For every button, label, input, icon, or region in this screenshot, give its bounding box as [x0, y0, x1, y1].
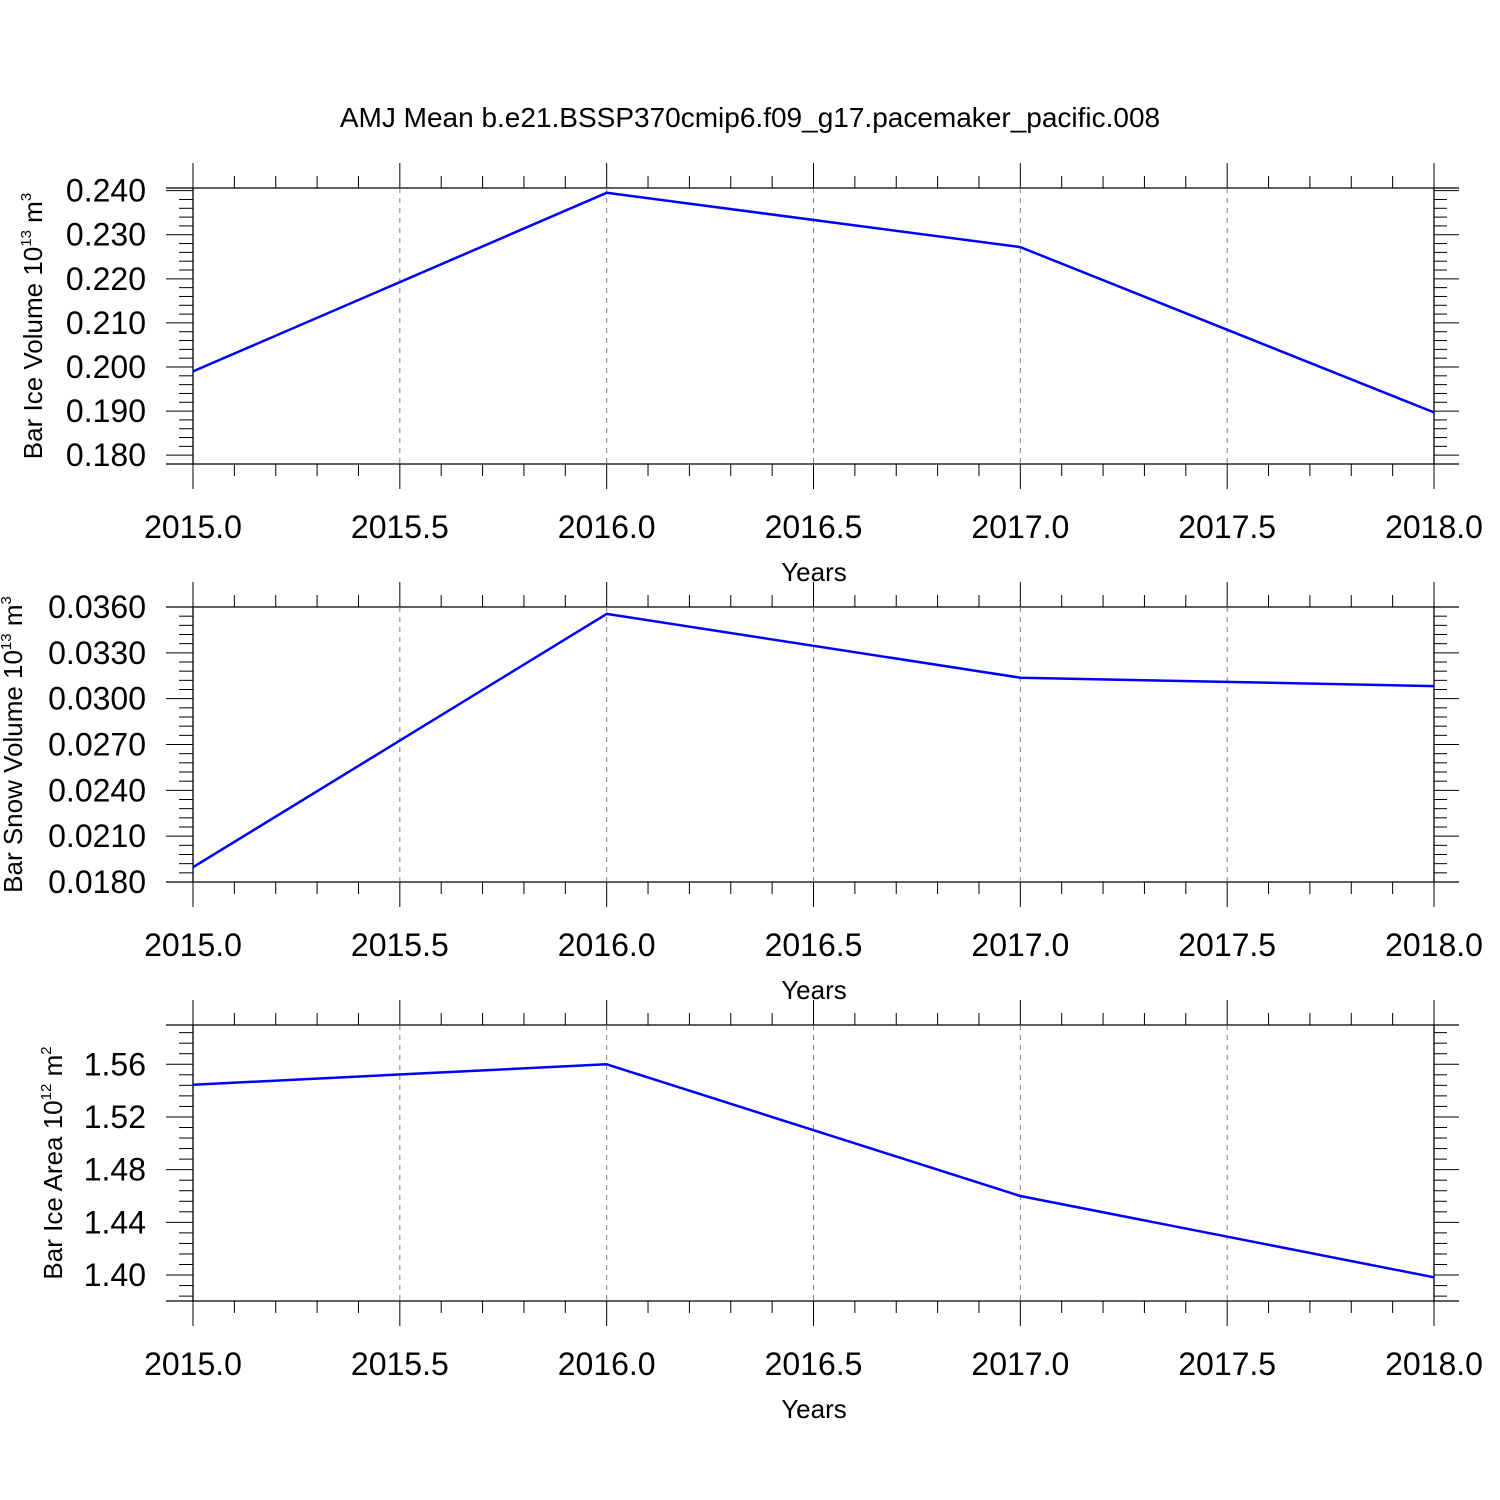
x-tick-label: 2017.0 [971, 1346, 1069, 1382]
x-tick-label: 2018.0 [1385, 927, 1483, 963]
y-tick-label: 1.48 [84, 1152, 146, 1188]
y-axis-title-text: Bar Ice Area 10 [38, 1100, 68, 1279]
x-tick-label: 2015.0 [144, 1346, 242, 1382]
y-tick-label: 0.0330 [48, 635, 146, 671]
y-axis-title-text: Bar Snow Volume 10 [0, 650, 28, 893]
y-axis-title-exponent: 13 [0, 633, 15, 650]
y-axis-title-unit-exponent: 3 [18, 193, 35, 201]
y-tick-label: 1.56 [84, 1046, 146, 1082]
x-tick-label: 2018.0 [1385, 1346, 1483, 1382]
x-tick-label: 2015.5 [351, 509, 449, 545]
y-tick-label: 0.230 [66, 217, 146, 253]
y-tick-label: 0.220 [66, 261, 146, 297]
y-axis-title: Bar Snow Volume 1013 m3 [0, 596, 28, 893]
y-axis-title-unit: m [0, 604, 28, 633]
panel-2: 2015.0 2015.5 2016.0 2016.5 2017.0 2017.5 2018… [0, 582, 1483, 1005]
y-tick-label: 0.200 [66, 349, 146, 385]
x-tick-label: 2017.0 [971, 509, 1069, 545]
x-tick-label: 2016.5 [765, 927, 863, 963]
panel-1: 2015.0 2015.5 2016.0 2016.5 2017.0 2017.5 2018… [18, 163, 1483, 587]
x-tick-label: 2016.0 [558, 509, 656, 545]
chart-panels: 2015.0 2015.5 2016.0 2016.5 2017.0 2017.5 2018… [0, 163, 1483, 1424]
series-line-1 [192, 612, 1435, 869]
y-tick-label: 0.0300 [48, 681, 146, 717]
x-tick-label: 2015.0 [144, 927, 242, 963]
y-tick-label: 0.0210 [48, 818, 146, 854]
y-tick-label: 1.52 [84, 1099, 146, 1135]
y-tick-label: 0.0360 [48, 589, 146, 625]
x-tick-label: 2017.5 [1178, 509, 1276, 545]
y-tick-label: 0.0180 [48, 864, 146, 900]
y-axis-title-exponent: 12 [38, 1084, 55, 1101]
x-tick-label: 2016.0 [558, 927, 656, 963]
x-tick-label: 2015.0 [144, 509, 242, 545]
y-axis-title-exponent: 13 [18, 230, 35, 247]
y-axis-title-unit-exponent: 2 [38, 1046, 55, 1054]
x-tick-label: 2017.0 [971, 927, 1069, 963]
y-tick-label: 0.0270 [48, 727, 146, 763]
x-tick-label: 2018.0 [1385, 509, 1483, 545]
y-axis-title-unit: m [18, 201, 48, 230]
y-tick-label: 0.210 [66, 305, 146, 341]
x-tick-label: 2017.5 [1178, 1346, 1276, 1382]
y-tick-label: 0.180 [66, 437, 146, 473]
y-axis-title: Bar Ice Area 1012 m2 [38, 1046, 68, 1279]
y-axis-title-unit-exponent: 3 [0, 596, 15, 604]
y-axis-title: Bar Ice Volume 1013 m3 [18, 193, 48, 459]
x-tick-label: 2016.5 [765, 1346, 863, 1382]
chart-title: AMJ Mean b.e21.BSSP370cmip6.f09_g17.pace… [340, 102, 1160, 133]
series-line-1 [192, 191, 1435, 414]
y-tick-label: 0.0240 [48, 772, 146, 808]
x-tick-label: 2015.5 [351, 1346, 449, 1382]
panel-3: 2015.0 2015.5 2016.0 2016.5 2017.0 2017.5 2018… [38, 1000, 1483, 1424]
x-tick-label: 2016.0 [558, 1346, 656, 1382]
y-tick-label: 1.44 [84, 1204, 146, 1240]
y-tick-label: 1.40 [84, 1257, 146, 1293]
y-tick-label: 0.190 [66, 393, 146, 429]
x-axis-title: Years [781, 1394, 847, 1424]
y-axis-title-text: Bar Ice Volume 10 [18, 247, 48, 459]
series-line-1 [192, 1063, 1435, 1279]
y-axis-title-unit: m [38, 1055, 68, 1084]
x-tick-label: 2017.5 [1178, 927, 1276, 963]
y-tick-label: 0.240 [66, 173, 146, 209]
x-tick-label: 2015.5 [351, 927, 449, 963]
x-tick-label: 2016.5 [765, 509, 863, 545]
